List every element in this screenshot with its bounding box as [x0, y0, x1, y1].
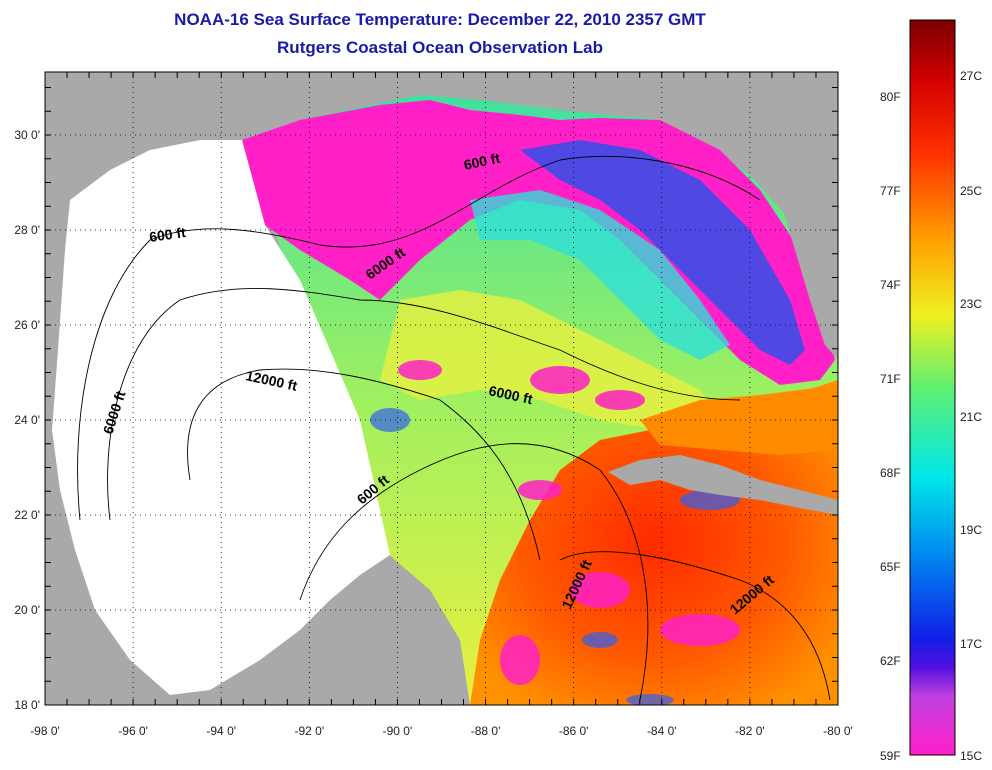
warm-water-south	[470, 380, 838, 705]
colorbar-f-label: 71F	[880, 372, 901, 386]
lon-tick-label: -96 0'	[118, 724, 148, 738]
colorbar-c-label: 15C	[960, 749, 983, 763]
colorbar-f-label: 80F	[880, 90, 901, 104]
lon-tick-label: -84 0'	[647, 724, 677, 738]
colorbar-c-label: 19C	[960, 523, 983, 537]
warm-water-east	[640, 385, 838, 455]
lon-tick-label: -92 0'	[295, 724, 325, 738]
cuba-land	[608, 455, 838, 515]
lon-tick-label: -80 0'	[823, 724, 853, 738]
lon-tick-label: -90 0'	[383, 724, 413, 738]
lon-tick-label: -98 0'	[30, 724, 60, 738]
colorbar-f-label: 59F	[880, 749, 901, 763]
lat-tick-label: 20 0'	[14, 603, 40, 617]
lat-tick-label: 18 0'	[14, 698, 40, 712]
contour-label: 600 ft	[462, 150, 501, 173]
blue-band	[520, 140, 805, 365]
bathymetry-contours	[77, 156, 831, 701]
cold-water-north	[242, 100, 835, 385]
colorbar-c-label: 27C	[960, 69, 983, 83]
colorbar-f-label: 68F	[880, 466, 901, 480]
colorbar-c-label: 21C	[960, 410, 983, 424]
lat-tick-label: 26 0'	[14, 318, 40, 332]
colorbar	[909, 19, 956, 756]
lon-tick-label: -82 0'	[735, 724, 765, 738]
lat-tick-label: 30 0'	[14, 128, 40, 142]
colorbar-c-label: 17C	[960, 637, 983, 651]
lon-tick-label: -86 0'	[559, 724, 589, 738]
lat-tick-label: 28 0'	[14, 223, 40, 237]
colorbar-c-label: 23C	[960, 297, 983, 311]
florida-land	[740, 72, 838, 360]
contour-label: 600 ft	[148, 224, 187, 245]
map-subtitle: Rutgers Coastal Ocean Observation Lab	[277, 38, 603, 57]
colorbar-f-label: 74F	[880, 278, 901, 292]
cloud-speckle	[398, 267, 810, 685]
colorbar-f-label: 62F	[880, 654, 901, 668]
lon-tick-label: -88 0'	[471, 724, 501, 738]
lon-tick-label: -94 0'	[206, 724, 236, 738]
cyan-band	[470, 190, 730, 360]
colorbar-c-label: 25C	[960, 184, 983, 198]
lat-tick-label: 24 0'	[14, 413, 40, 427]
lat-tick-label: 22 0'	[14, 508, 40, 522]
graticule	[45, 72, 838, 705]
colorbar-f-label: 65F	[880, 560, 901, 574]
colorbar-f-label: 77F	[880, 184, 901, 198]
map-title: NOAA-16 Sea Surface Temperature: Decembe…	[174, 10, 706, 29]
